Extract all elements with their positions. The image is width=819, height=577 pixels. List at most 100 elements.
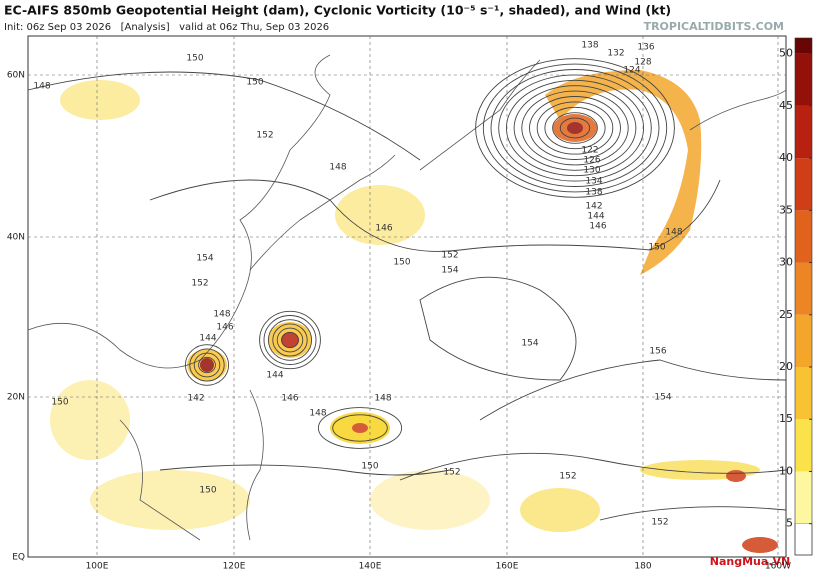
contour-label: 152 (651, 518, 668, 528)
contour-label: 144 (587, 212, 604, 222)
contour-label: 148 (329, 163, 346, 173)
contour (27, 71, 421, 161)
graticule (28, 36, 786, 557)
colorbar-segment (795, 471, 812, 524)
contour (505, 79, 645, 177)
contour-label: 122 (581, 146, 598, 156)
contour (259, 310, 321, 370)
contour-label: 150 (246, 78, 263, 88)
contour (521, 90, 629, 166)
contour-label: 148 (33, 82, 50, 92)
contour-label: 150 (199, 486, 216, 496)
contour (159, 464, 451, 476)
contour (536, 101, 614, 155)
contour-label: 154 (441, 266, 458, 276)
contour-label: 144 (199, 334, 216, 344)
colorbar-segment (795, 158, 812, 211)
height-contours (27, 58, 787, 521)
lon-label: 120E (223, 562, 246, 572)
contour-label: 148 (665, 228, 682, 238)
contour (544, 106, 606, 150)
contour (267, 319, 313, 361)
contour-label: 144 (266, 371, 283, 381)
contour-label: 152 (559, 472, 576, 482)
map-area (27, 35, 787, 558)
contour-label: 134 (585, 177, 602, 187)
colorbar-segment (795, 53, 812, 106)
colorbar-label: 20 (779, 360, 793, 373)
colorbar-label: 15 (779, 412, 793, 425)
contour (490, 69, 660, 187)
lat-label: 20N (7, 393, 25, 403)
source: TROPICALTIDBITS.COM (644, 20, 784, 33)
contour-label: 146 (216, 323, 233, 333)
contour (479, 359, 787, 421)
contour (552, 112, 598, 144)
contour-label: 142 (585, 202, 602, 212)
contour-label: 156 (649, 347, 666, 357)
contour-label: 148 (374, 394, 391, 404)
contour-label: 152 (191, 279, 208, 289)
contour-label: 148 (213, 310, 230, 320)
contour-label: 154 (654, 393, 671, 403)
lon-label: 100E (86, 562, 109, 572)
contour (419, 276, 577, 381)
lon-label: 160E (496, 562, 519, 572)
contour (513, 85, 637, 171)
contour-label: 124 (623, 66, 640, 76)
contour (276, 327, 304, 353)
contour-label: 148 (309, 409, 326, 419)
contour-label: 138 (581, 41, 598, 51)
contour (332, 414, 388, 442)
colorbar: 5 10 15 20 25 30 35 40 45 50 (779, 37, 813, 556)
contour-label: 132 (607, 49, 624, 59)
colorbar-segment (795, 419, 812, 472)
contour (599, 506, 787, 521)
colorbar-label: 40 (779, 151, 793, 164)
colorbar-label: 50 (779, 47, 793, 60)
contour-label: 146 (375, 224, 392, 234)
contour (272, 323, 308, 357)
colorbar-label: 45 (779, 99, 793, 112)
contour (529, 96, 621, 160)
contour-label: 146 (281, 394, 298, 404)
colorbar-label: 30 (779, 256, 793, 269)
contour (184, 344, 230, 386)
vorticity-shading (50, 70, 778, 553)
contour (193, 352, 221, 378)
contour (198, 356, 216, 374)
colorbar-label: 25 (779, 308, 793, 321)
contour-label: 150 (51, 398, 68, 408)
contour (281, 331, 299, 349)
colorbar-segment (795, 210, 812, 263)
colorbar-label: 10 (779, 464, 793, 477)
contour-label: 150 (648, 243, 665, 253)
contour (475, 58, 675, 198)
contour-label: 142 (187, 394, 204, 404)
contour (317, 407, 403, 449)
colorbar-label: 5 (786, 517, 793, 530)
title: EC-AIFS 850mb Geopotential Height (dam),… (4, 3, 671, 18)
contour-label: 128 (634, 58, 651, 68)
contour-label: 152 (256, 131, 273, 141)
contour (399, 452, 787, 481)
contour-label: 152 (443, 468, 460, 478)
lat-label: EQ (12, 553, 25, 563)
lat-label: 60N (7, 71, 25, 81)
contour-label: 146 (589, 222, 606, 232)
colorbar-segment (795, 262, 812, 315)
lon-label: 160W (765, 562, 791, 572)
contour (559, 117, 591, 139)
colorbar-base (794, 523, 813, 556)
lat-label: 40N (7, 233, 25, 243)
subtitle: Init: 06z Sep 03 2026 [Analysis] valid a… (4, 22, 329, 33)
colorbar-frame (794, 37, 813, 556)
colorbar-label: 35 (779, 203, 793, 216)
contour-label: 130 (583, 166, 600, 176)
contour-label: 154 (521, 339, 538, 349)
colorbar-segment (795, 367, 812, 420)
contour-label: 150 (361, 462, 378, 472)
contour (189, 348, 225, 382)
watermark: NangMua.VN (710, 555, 790, 568)
